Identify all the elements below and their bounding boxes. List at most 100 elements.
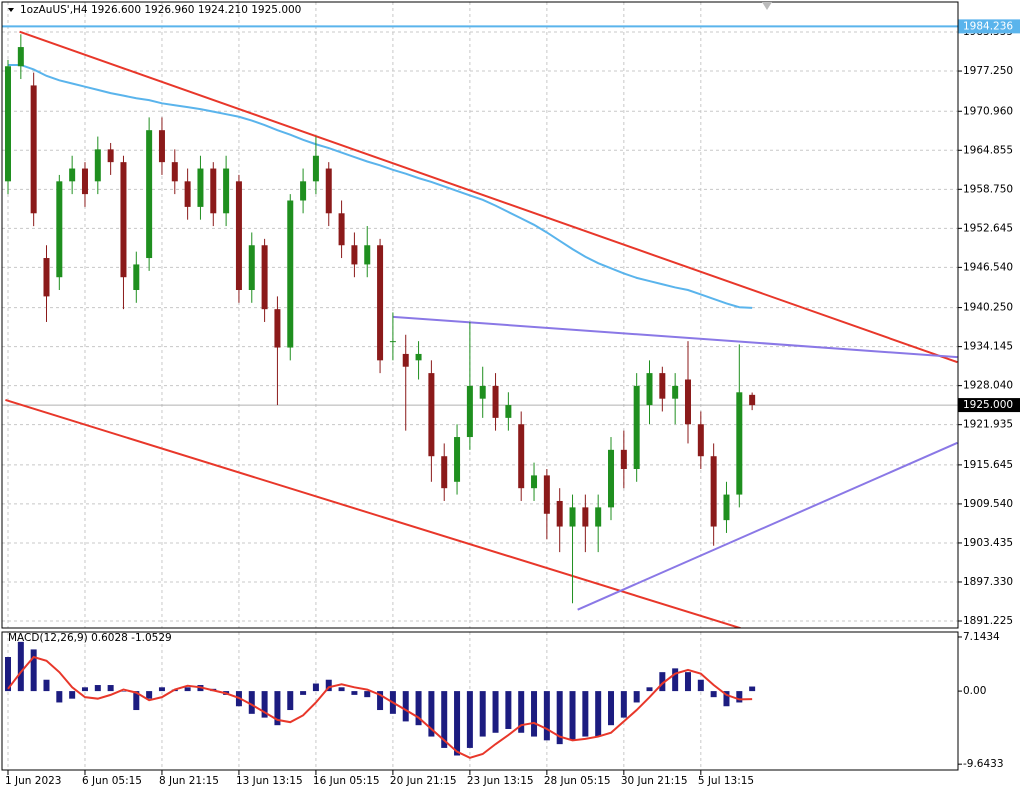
price-tag-bg bbox=[958, 398, 1020, 413]
macd-bar bbox=[428, 691, 435, 737]
candle-body bbox=[338, 213, 345, 246]
candle-body bbox=[146, 130, 153, 259]
macd-bar bbox=[415, 691, 422, 726]
candle-body bbox=[300, 181, 307, 201]
macd-bar bbox=[543, 691, 550, 741]
macd-bar bbox=[736, 691, 743, 703]
candle-body bbox=[531, 475, 538, 489]
candle-body bbox=[492, 385, 499, 418]
macd-bar bbox=[338, 687, 345, 692]
price-tag-bg bbox=[958, 19, 1020, 34]
macd-bar bbox=[351, 691, 358, 695]
candle-body bbox=[402, 353, 409, 367]
candle-body bbox=[454, 437, 461, 482]
candle-body bbox=[659, 373, 666, 399]
candle-body bbox=[505, 405, 512, 418]
x-tick-label: 30 Jun 21:15 bbox=[621, 775, 688, 787]
x-tick-label: 1 Jun 2023 bbox=[5, 775, 61, 787]
y-tick-label: 1940.250 bbox=[963, 302, 1013, 314]
candle-body bbox=[81, 168, 88, 195]
y-tick-label: -9.6433 bbox=[963, 758, 1004, 770]
candle-body bbox=[287, 200, 294, 348]
y-tick-label: 1946.540 bbox=[963, 261, 1013, 273]
candle-body bbox=[17, 47, 24, 67]
candle-body bbox=[389, 341, 396, 343]
x-tick-label: 8 Jun 21:15 bbox=[159, 775, 219, 787]
candle-body bbox=[479, 385, 486, 399]
candle-body bbox=[415, 353, 422, 361]
candle-body bbox=[723, 494, 730, 521]
price-tag: 1984.236 bbox=[963, 20, 1013, 32]
macd-bar bbox=[608, 691, 615, 726]
macd-bar bbox=[287, 691, 294, 711]
axes: 1983.3551977.2501970.9601964.8551958.750… bbox=[5, 19, 1020, 787]
macd-bar bbox=[158, 687, 165, 692]
macd-bar bbox=[133, 691, 140, 711]
macd-bar bbox=[684, 672, 691, 692]
candle-body bbox=[749, 394, 756, 406]
candle-body bbox=[684, 379, 691, 425]
macd-bar bbox=[300, 691, 307, 695]
y-tick-label: 1964.855 bbox=[963, 144, 1013, 156]
trendline bbox=[577, 441, 958, 611]
candle-body bbox=[197, 168, 204, 207]
trendline bbox=[5, 399, 741, 628]
candle-body bbox=[120, 162, 127, 278]
candle-body bbox=[672, 385, 679, 399]
macd-title: MACD(12,26,9) 0.6028 -1.0529 bbox=[8, 632, 172, 644]
macd-bar bbox=[5, 657, 11, 692]
macd-bar bbox=[56, 691, 63, 703]
candle-body bbox=[646, 373, 653, 406]
candle-body bbox=[582, 507, 589, 527]
candle-body bbox=[158, 130, 165, 163]
candle-body bbox=[608, 449, 615, 508]
macd-bar bbox=[30, 649, 37, 692]
macd-bar bbox=[595, 691, 602, 737]
candle-body bbox=[595, 507, 602, 527]
macd-bar bbox=[556, 691, 563, 745]
macd-bar bbox=[454, 691, 461, 756]
macd-bar bbox=[441, 691, 448, 748]
macd-bar bbox=[633, 691, 640, 703]
x-tick-label: 28 Jun 05:15 bbox=[544, 775, 611, 787]
candle-body bbox=[633, 385, 640, 470]
candle-body bbox=[69, 168, 76, 182]
candle-body bbox=[133, 264, 140, 291]
macd-bar bbox=[261, 691, 268, 718]
macd-bar bbox=[479, 691, 486, 737]
candle-body bbox=[223, 168, 230, 214]
candle-body bbox=[620, 449, 627, 470]
macd-bar bbox=[94, 685, 101, 692]
macd-bar bbox=[582, 691, 589, 737]
macd-bar bbox=[710, 691, 717, 698]
y-tick-label: 1934.145 bbox=[963, 341, 1013, 353]
x-tick-label: 5 Jul 13:15 bbox=[698, 775, 754, 787]
candle-body bbox=[543, 475, 550, 514]
macd-bar bbox=[69, 691, 76, 699]
macd-bar bbox=[659, 672, 666, 692]
candle-body bbox=[556, 500, 563, 527]
macd-signal bbox=[7, 655, 753, 759]
macd-bar bbox=[146, 691, 153, 699]
macd-bar bbox=[492, 691, 499, 733]
macd-bar bbox=[81, 687, 88, 692]
macd-bar bbox=[274, 691, 281, 726]
menu-arrow[interactable] bbox=[8, 8, 14, 12]
macd-bar bbox=[569, 691, 576, 741]
macd-bar bbox=[723, 691, 730, 707]
macd-bar bbox=[402, 691, 409, 722]
macd-bar bbox=[377, 691, 384, 711]
macd-bar bbox=[184, 687, 191, 692]
candle-body bbox=[736, 392, 743, 495]
x-tick-label: 6 Jun 05:15 bbox=[82, 775, 142, 787]
macd-bar bbox=[107, 685, 114, 692]
macd-bar bbox=[248, 691, 255, 714]
candle-body bbox=[248, 245, 255, 291]
x-tick-label: 16 Jun 05:15 bbox=[313, 775, 380, 787]
price-tag: 1925.000 bbox=[963, 399, 1013, 411]
candle-body bbox=[364, 245, 371, 265]
y-tick-label: 1958.750 bbox=[963, 183, 1013, 195]
y-tick-label: 1921.935 bbox=[963, 419, 1013, 431]
candle-body bbox=[569, 507, 576, 527]
